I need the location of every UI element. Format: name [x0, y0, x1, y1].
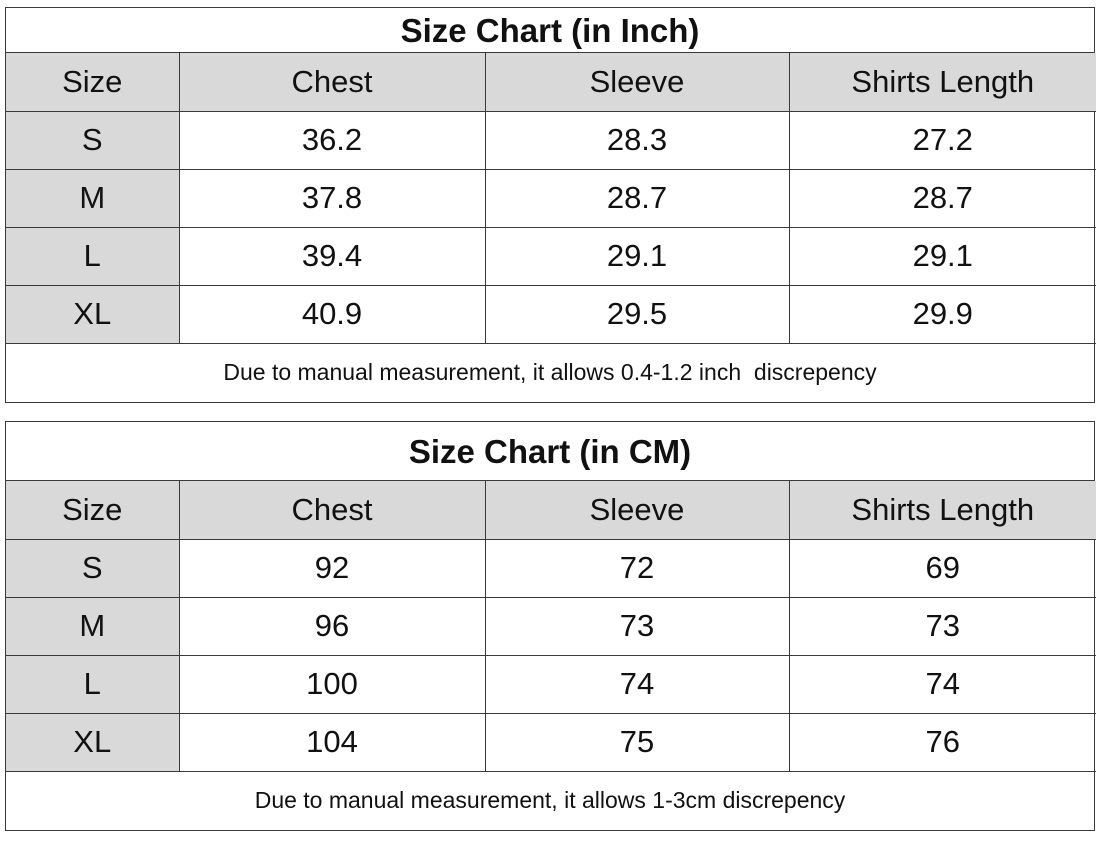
shirts-length-cell: 69	[789, 539, 1096, 598]
table-header-row: Size Chest Sleeve Shirts Length	[6, 481, 1096, 540]
sleeve-cell: 28.7	[485, 169, 790, 228]
shirts-length-cell: 73	[789, 597, 1096, 656]
table-row: L 39.4 29.1 29.1	[6, 227, 1096, 286]
shirts-length-cell: 29.1	[789, 227, 1096, 286]
shirts-length-cell: 27.2	[789, 111, 1096, 170]
chest-cell: 37.8	[179, 169, 486, 228]
chest-cell: 39.4	[179, 227, 486, 286]
sleeve-cell: 28.3	[485, 111, 790, 170]
shirts-length-cell: 76	[789, 713, 1096, 772]
size-cell: M	[6, 597, 180, 656]
table-row: S 36.2 28.3 27.2	[6, 111, 1096, 170]
size-cell: S	[6, 539, 180, 598]
chart-title: Size Chart (in CM)	[6, 422, 1094, 481]
measurement-note: Due to manual measurement, it allows 0.4…	[223, 358, 877, 385]
chest-cell: 96	[179, 597, 486, 656]
column-header-shirts-length: Shirts Length	[789, 481, 1096, 540]
table-header-row: Size Chest Sleeve Shirts Length	[6, 53, 1096, 112]
size-cell: M	[6, 169, 180, 228]
size-cell: XL	[6, 285, 180, 344]
column-header-size: Size	[6, 481, 180, 540]
size-table: Size Chest Sleeve Shirts Length S 92 72 …	[6, 481, 1096, 772]
size-cell: S	[6, 111, 180, 170]
shirts-length-cell: 29.9	[789, 285, 1096, 344]
table-row: XL 40.9 29.5 29.9	[6, 285, 1096, 344]
sleeve-cell: 75	[485, 713, 790, 772]
chart-title: Size Chart (in Inch)	[6, 8, 1094, 53]
column-header-shirts-length: Shirts Length	[789, 53, 1096, 112]
sleeve-cell: 73	[485, 597, 790, 656]
size-cell: L	[6, 227, 180, 286]
sleeve-cell: 29.1	[485, 227, 790, 286]
column-header-sleeve: Sleeve	[485, 481, 790, 540]
column-header-sleeve: Sleeve	[485, 53, 790, 112]
table-row: M 37.8 28.7 28.7	[6, 169, 1096, 228]
chest-cell: 100	[179, 655, 486, 714]
column-header-chest: Chest	[179, 53, 486, 112]
shirts-length-cell: 74	[789, 655, 1096, 714]
chest-cell: 92	[179, 539, 486, 598]
chest-cell: 104	[179, 713, 486, 772]
size-chart-cm: Size Chart (in CM) Size Chest Sleeve Shi…	[5, 421, 1096, 831]
measurement-note: Due to manual measurement, it allows 1-3…	[254, 787, 846, 813]
size-table: Size Chest Sleeve Shirts Length S 36.2 2…	[6, 53, 1096, 344]
size-cell: L	[6, 655, 180, 714]
column-header-size: Size	[6, 53, 180, 112]
table-row: L 100 74 74	[6, 655, 1096, 714]
size-chart-inch: Size Chart (in Inch) Size Chest Sleeve S…	[5, 7, 1096, 403]
shirts-length-cell: 28.7	[789, 169, 1096, 228]
sleeve-cell: 74	[485, 655, 790, 714]
chest-cell: 36.2	[179, 111, 486, 170]
sleeve-cell: 29.5	[485, 285, 790, 344]
chest-cell: 40.9	[179, 285, 486, 344]
column-header-chest: Chest	[179, 481, 486, 540]
sleeve-cell: 72	[485, 539, 790, 598]
size-cell: XL	[6, 713, 180, 772]
table-row: S 92 72 69	[6, 539, 1096, 598]
table-row: XL 104 75 76	[6, 713, 1096, 772]
table-row: M 96 73 73	[6, 597, 1096, 656]
